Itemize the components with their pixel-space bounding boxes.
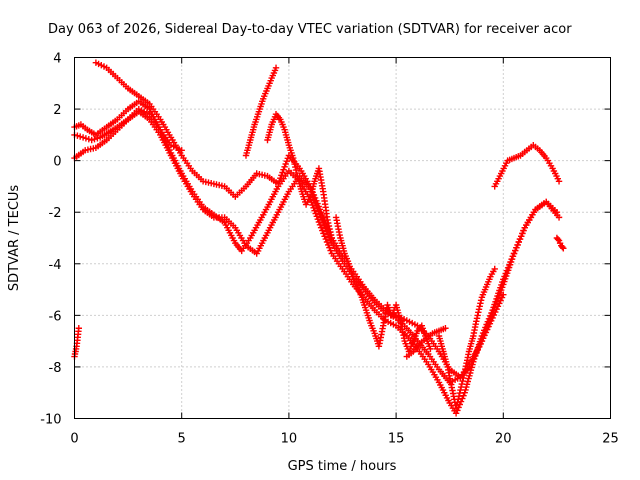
series-track-7: [332, 214, 434, 355]
y-tick-label: 0: [53, 155, 61, 170]
series-track-8: [403, 325, 449, 360]
series-track-2: [71, 108, 563, 386]
data-points: [71, 325, 82, 360]
x-tick-label: 5: [178, 432, 186, 447]
series-track-10: [553, 234, 567, 252]
x-axis-label: GPS time / hours: [288, 459, 397, 474]
data-points: [71, 108, 563, 386]
x-tick-label: 10: [281, 432, 298, 447]
y-tick-label: 4: [53, 52, 61, 67]
y-tick-label: -6: [49, 309, 62, 324]
data-points: [403, 325, 449, 360]
series-track-6: [242, 64, 280, 159]
data-points: [435, 265, 498, 412]
x-tick-label: 25: [602, 432, 619, 447]
data-points: [264, 111, 335, 242]
data-points: [92, 59, 507, 381]
series-track-9: [491, 142, 563, 190]
data-series: [71, 59, 567, 417]
series-track-5: [264, 111, 335, 242]
y-tick-label: -2: [49, 206, 62, 221]
x-tick-label: 0: [70, 432, 78, 447]
chart-title: Day 063 of 2026, Sidereal Day-to-day VTE…: [48, 22, 572, 37]
y-axis-label: SDTVAR / TECUs: [7, 185, 22, 292]
y-tick-label: -4: [49, 258, 62, 273]
plot-frame: [74, 57, 611, 419]
data-points: [491, 142, 563, 190]
y-tick-label: -10: [40, 413, 61, 428]
y-tick-label: 2: [53, 103, 61, 118]
x-tick-label: 20: [495, 432, 512, 447]
series-track-12: [435, 265, 498, 412]
x-tick-label: 15: [388, 432, 405, 447]
data-points: [553, 234, 567, 252]
series-track-1: [71, 98, 561, 417]
y-tick-label: -8: [49, 361, 62, 376]
data-points: [242, 64, 280, 159]
series-track-11: [71, 325, 82, 360]
data-points: [71, 98, 561, 417]
series-track-3: [92, 59, 507, 381]
data-points: [332, 214, 434, 355]
